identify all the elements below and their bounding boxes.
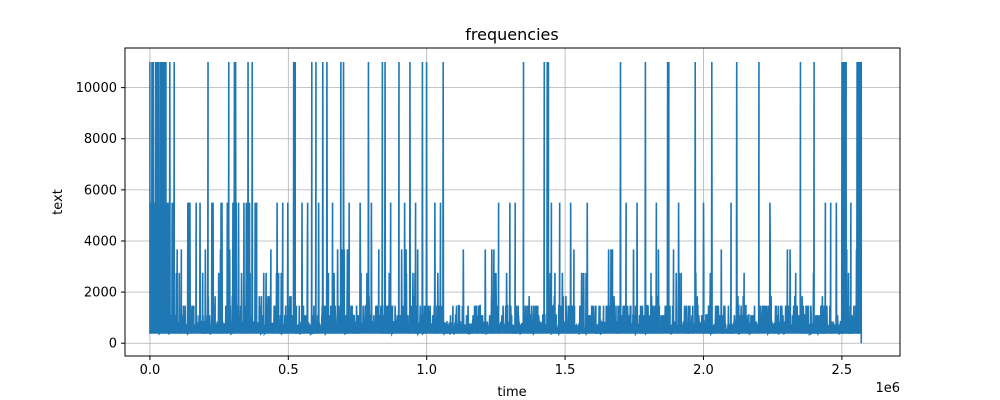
y-tick-label: 4000	[84, 234, 117, 249]
x-axis-label: time	[497, 385, 526, 400]
x-tick-label: 0.5	[278, 363, 299, 378]
chart-title: frequencies	[465, 25, 558, 44]
x-tick-label: 1.5	[555, 363, 576, 378]
x-tick-label: 2.0	[693, 363, 714, 378]
x-axis-offset-label: 1e6	[875, 381, 900, 396]
plot-frame	[124, 47, 901, 357]
series-frequencies	[149, 62, 863, 344]
y-tick-label: 6000	[84, 183, 117, 198]
series-line	[149, 62, 863, 344]
y-axis: 0 2000 4000 6000 8000 10000	[76, 81, 125, 352]
x-tick-label: 1.0	[416, 363, 437, 378]
y-axis-label: text	[51, 189, 66, 215]
y-tick-label: 0	[109, 337, 117, 352]
y-tick-label: 2000	[84, 286, 117, 301]
y-tick-label: 8000	[84, 132, 117, 147]
x-tick-label: 0.0	[140, 363, 161, 378]
x-axis: 0.0 0.5 1.0 1.5 2.0 2.5	[140, 356, 853, 378]
y-tick-label: 10000	[76, 81, 117, 96]
x-tick-label: 2.5	[832, 363, 853, 378]
